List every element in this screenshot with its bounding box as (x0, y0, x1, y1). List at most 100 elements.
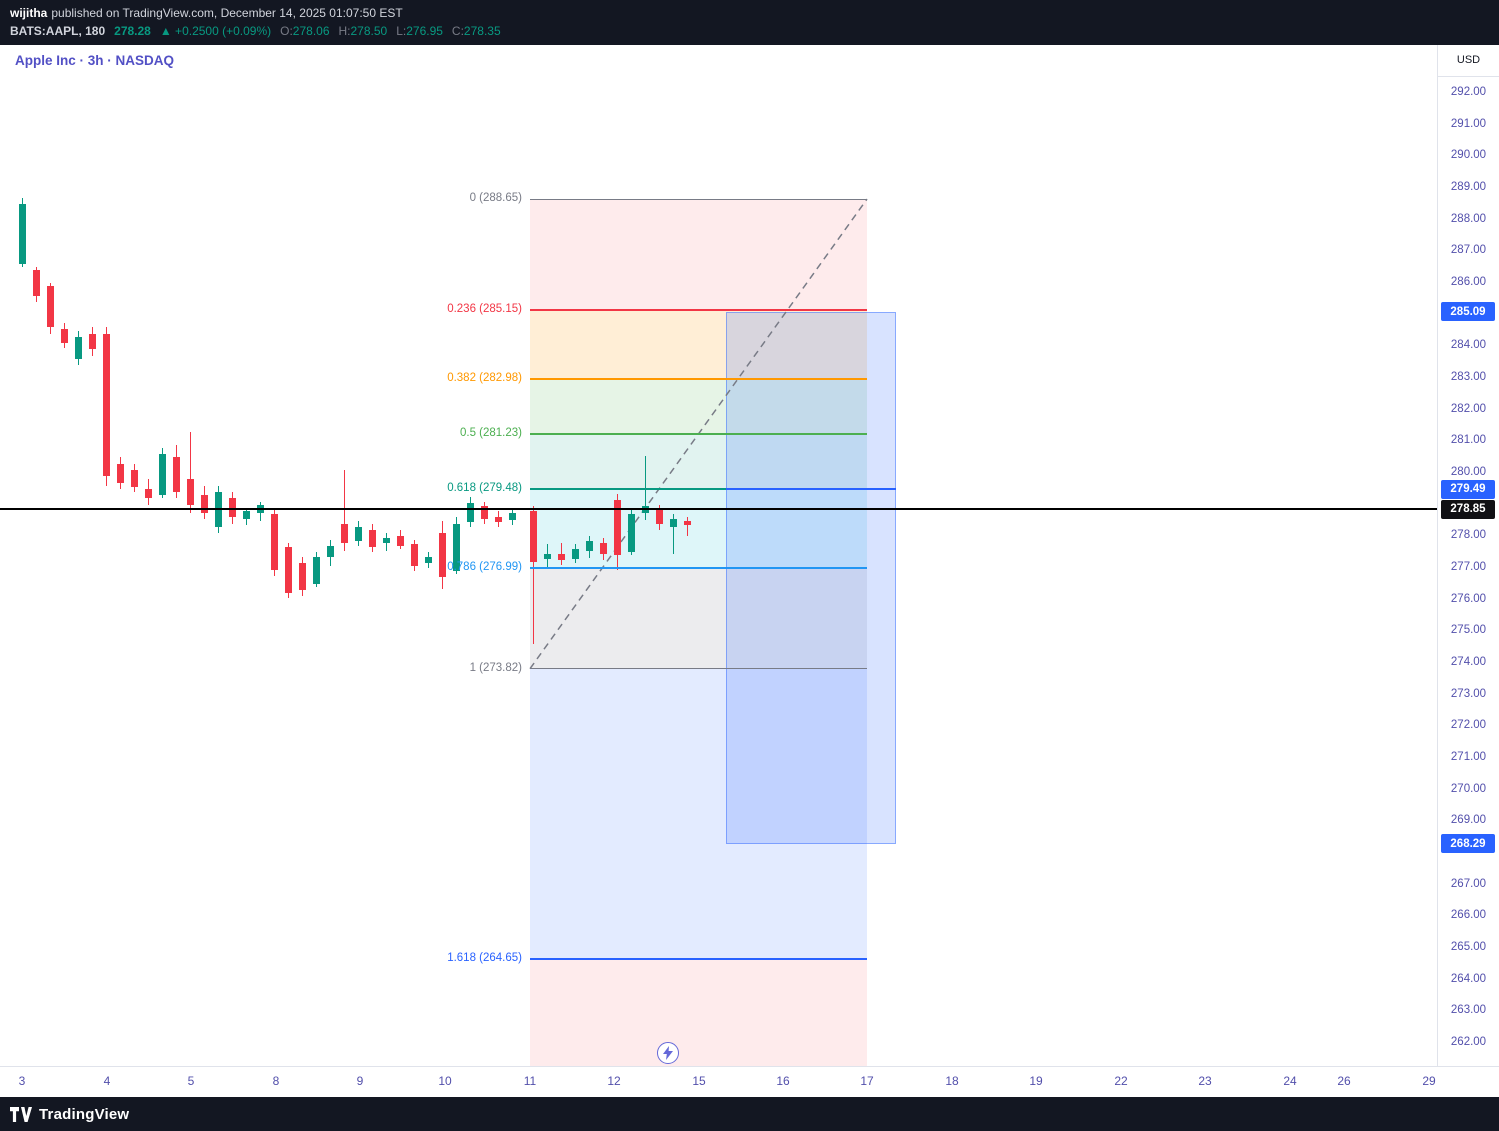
fib-level-line (530, 488, 867, 491)
candle-body (284, 547, 292, 594)
ohlc-item: H:278.50 (338, 24, 388, 38)
horizontal-price-line[interactable] (0, 508, 1437, 511)
candle-body (200, 495, 208, 513)
price-tick: 278.00 (1450, 529, 1487, 542)
price-tick: 276.00 (1450, 592, 1487, 605)
candle-wick (644, 455, 646, 521)
tradingview-brand[interactable]: TradingView (39, 1105, 130, 1123)
candle-body (186, 479, 194, 505)
candle-body (683, 520, 691, 526)
price-tick: 280.00 (1450, 466, 1487, 478)
time-tick: 29 (1422, 1074, 1436, 1088)
candle-body (543, 553, 551, 559)
candle-body (382, 537, 390, 543)
time-tick: 18 (945, 1074, 959, 1088)
price-tick: 287.00 (1450, 244, 1487, 257)
price-tick: 284.00 (1450, 339, 1487, 352)
price-tick: 272.00 (1450, 719, 1487, 732)
candle-body (158, 454, 166, 496)
ohlc-item: O:278.06 (280, 24, 330, 38)
price-tick: 269.00 (1450, 814, 1487, 827)
price-tick: 282.00 (1450, 402, 1487, 415)
tradingview-logo-icon[interactable] (10, 1106, 32, 1122)
publish-info: wijitha published on TradingView.com, Dec… (10, 5, 1499, 21)
lightning-icon (663, 1046, 673, 1060)
candle-wick (686, 517, 688, 537)
range-box-level-line[interactable] (726, 488, 896, 491)
candle-body (627, 514, 635, 553)
candle-body (410, 544, 418, 567)
price-tick: 265.00 (1450, 941, 1487, 953)
fib-level-line (530, 198, 867, 200)
price-badge: 278.85 (1441, 499, 1495, 519)
candle-body (298, 563, 306, 591)
time-tick: 10 (438, 1074, 452, 1088)
ohlc-item: C:278.35 (451, 24, 501, 38)
price-tick: 273.00 (1450, 687, 1487, 700)
price-tick: 290.00 (1450, 149, 1487, 162)
fib-level-label: 0.786 (276.99) (447, 561, 522, 574)
time-tick: 24 (1283, 1074, 1297, 1088)
candle-body (368, 530, 376, 548)
price-tick: 270.00 (1450, 782, 1487, 795)
candle-body (466, 503, 474, 523)
author-name: wijitha (10, 6, 48, 20)
fib-zone (530, 199, 867, 310)
candle-body (354, 526, 362, 542)
candle-body (312, 556, 320, 584)
candle-body (599, 542, 607, 554)
fib-level-label: 1.618 (264.65) (447, 952, 522, 965)
price-tick: 277.00 (1450, 561, 1487, 573)
candle-wick (532, 506, 534, 644)
time-tick: 17 (860, 1074, 874, 1088)
time-tick: 5 (187, 1074, 195, 1088)
price-badge: 268.29 (1441, 834, 1495, 854)
candle-body (452, 523, 460, 572)
candle-wick (672, 514, 674, 554)
ohlc-item: L:276.95 (396, 24, 443, 38)
time-tick: 26 (1337, 1074, 1351, 1088)
price-tick: 286.00 (1450, 276, 1487, 288)
fib-level-line (530, 668, 867, 670)
price-tick: 274.00 (1450, 656, 1487, 668)
price-tick: 266.00 (1450, 909, 1487, 922)
price-change: ▲ +0.2500 (+0.09%) (159, 24, 272, 38)
candle-body (228, 498, 236, 518)
time-axis[interactable]: 3 4 5 8 9 10 11 12 15 16 17 18 19 22 23 24 26 29 (0, 1066, 1499, 1097)
candle-body (571, 549, 579, 559)
footer-bar: TradingView (0, 1097, 1499, 1131)
time-tick: 4 (103, 1074, 111, 1088)
fib-level-label: 0.382 (282.98) (447, 371, 522, 384)
price-tick: 281.00 (1450, 434, 1487, 447)
candle-body (669, 518, 677, 527)
time-tick: 23 (1198, 1074, 1212, 1088)
candle-wick (560, 542, 562, 565)
price-tick: 267.00 (1450, 877, 1487, 890)
symbol-label[interactable]: BATS:AAPL, 180 (10, 24, 106, 38)
fib-level-label: 0.618 (279.48) (447, 482, 522, 495)
fib-level-label: 1 (273.82) (469, 661, 522, 674)
chart-legend[interactable]: Apple Inc · 3h · NASDAQ (15, 53, 175, 68)
price-range-box[interactable] (726, 311, 896, 844)
fib-level-label: 0 (288.65) (469, 192, 522, 205)
symbol-info-row: BATS:AAPL, 180 278.28 ▲ +0.2500 (+0.09%)… (10, 23, 1499, 40)
price-axis[interactable]: USD 292.00 291.00 290.00 289.00 288.00 287.00… (1437, 45, 1499, 1066)
price-tick: 263.00 (1450, 1004, 1487, 1017)
candle-body (396, 536, 404, 546)
chart-canvas[interactable]: 0 (288.65) 0.236 (285.15) 0.382 (282.98) 0.… (0, 45, 1437, 1066)
snapshot-header: wijitha published on TradingView.com, Dec… (0, 0, 1499, 45)
fib-level-label: 0.5 (281.23) (459, 427, 522, 440)
fib-level-line (530, 567, 867, 570)
lightning-marker[interactable] (657, 1042, 679, 1064)
candle-body (270, 514, 278, 570)
fib-zone (530, 668, 867, 960)
ohlc-values: O:278.06 H:278.50 L:276.95 C:278.35 (280, 23, 501, 40)
price-tick: 271.00 (1450, 751, 1487, 763)
time-tick: 19 (1029, 1074, 1043, 1088)
price-tick: 283.00 (1450, 371, 1487, 383)
time-tick: 8 (272, 1074, 280, 1088)
price-tick: 264.00 (1450, 972, 1487, 985)
publish-text: published on TradingView.com, December 1… (51, 6, 403, 20)
candle-body (438, 533, 446, 578)
candle-body (585, 541, 593, 551)
